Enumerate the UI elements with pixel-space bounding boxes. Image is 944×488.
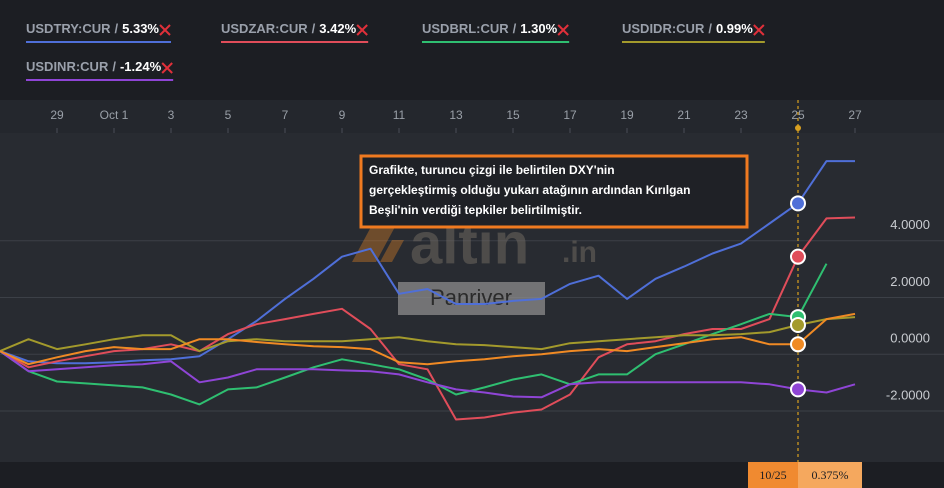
legend: USDTRY:CUR/5.33% USDZAR:CUR/3.42% USDBRL:C… xyxy=(26,21,765,81)
series-line xyxy=(0,316,856,353)
legend-change: 3.42% xyxy=(319,21,356,36)
x-tick-label: Oct 1 xyxy=(100,108,129,122)
legend-remove[interactable] xyxy=(159,24,171,36)
crosshair-date-box xyxy=(748,462,798,488)
crosshair-point xyxy=(790,248,806,265)
legend-item[interactable]: USDTRY:CUR /5.33% xyxy=(26,21,171,43)
x-tick-label: 5 xyxy=(225,108,232,122)
series-line xyxy=(0,350,856,399)
legend-text: USDZAR:CUR /3.42% xyxy=(221,21,357,36)
legend-remove[interactable] xyxy=(356,24,368,36)
legend-item[interactable]: USDINR:CUR / -1.24% xyxy=(26,59,174,81)
series-lines xyxy=(0,100,856,462)
y-tick-label: 2.0000 xyxy=(890,274,930,289)
annotation: Grafikte, turuncu çizgi ile belirtilen D… xyxy=(359,154,749,229)
crosshair-point xyxy=(790,317,806,334)
legend-item[interactable]: USDIDR:CUR/ 0.99% xyxy=(622,21,765,43)
series-line xyxy=(0,160,855,365)
legend-change: 1.30% xyxy=(520,21,557,36)
crosshair-point xyxy=(790,381,806,398)
grid: 4.0000 2.0000 0.0000 -2.0000 29 Oct 1 3 5 7 9 11 13… xyxy=(0,108,944,412)
annotation-line: Beşli'nin verdiği tepkiler belirtilmişti… xyxy=(369,203,582,217)
legend-remove[interactable] xyxy=(161,62,173,74)
legend-item[interactable]: USDZAR:CUR /3.42% xyxy=(221,21,369,43)
legend-remove[interactable] xyxy=(557,24,569,36)
watermark-suffix: .in xyxy=(562,236,597,269)
x-tick-label: 15 xyxy=(506,108,520,122)
watermark-caption-box xyxy=(398,282,545,315)
x-tick-label: 21 xyxy=(677,108,691,122)
x-axis-band xyxy=(0,100,944,133)
x-tick-label: 23 xyxy=(734,108,748,122)
crosshair-point xyxy=(790,336,806,353)
legend-name: USDIDR:CUR xyxy=(622,21,705,36)
watermark-logo xyxy=(352,225,404,262)
legend-change: -1.24% xyxy=(120,59,162,74)
crosshair-date: 10/25 xyxy=(759,468,786,482)
legend-text: USDBRL:CUR /1.30% xyxy=(422,21,558,36)
legend-item[interactable]: USDBRL:CUR /1.30% xyxy=(422,21,570,43)
legend-separator: / xyxy=(513,21,517,36)
x-tick-label: 27 xyxy=(848,108,862,122)
y-tick-label: -2.0000 xyxy=(886,387,930,402)
annotation-line: gerçekleştirmiş olduğu yukarı atağının a… xyxy=(369,183,690,197)
legend-name: USDBRL:CUR xyxy=(422,21,509,36)
legend-separator: / xyxy=(115,21,119,36)
series-line xyxy=(0,312,856,366)
legend-text: USDTRY:CUR /5.33% xyxy=(26,21,159,36)
legend-name: USDZAR:CUR xyxy=(221,21,308,36)
legend-name: USDTRY:CUR xyxy=(26,21,111,36)
x-tick-label: 25 xyxy=(791,108,805,122)
y-tick-label: 0.0000 xyxy=(890,331,930,346)
annotation-line: Grafikte, turuncu çizgi ile belirtilen D… xyxy=(369,163,615,177)
legend-separator: / xyxy=(708,21,712,36)
x-tick-label: 11 xyxy=(393,108,406,122)
x-tick-label: 19 xyxy=(620,108,634,122)
x-tick-label: 7 xyxy=(282,108,289,122)
x-tick-label: 17 xyxy=(563,108,577,122)
legend-background xyxy=(0,0,944,100)
annotation-box xyxy=(359,154,749,229)
x-tick-label: 3 xyxy=(168,108,175,122)
crosshair-value: 0.375% xyxy=(812,468,849,482)
legend-separator: / xyxy=(312,21,316,36)
crosshair-top-dot xyxy=(795,125,801,131)
legend-name: USDINR:CUR xyxy=(26,59,109,74)
legend-text: USDIDR:CUR/ 0.99% xyxy=(622,21,753,36)
y-tick-label: 4.0000 xyxy=(890,217,930,232)
legend-change: 0.99% xyxy=(716,21,753,36)
legend-text: USDINR:CUR / -1.24% xyxy=(26,59,162,74)
crosshair-value-box xyxy=(798,462,862,488)
legend-change: 5.33% xyxy=(122,21,159,36)
legend-separator: / xyxy=(112,59,116,74)
x-tick-label: 9 xyxy=(339,108,346,122)
x-tick-label: 29 xyxy=(50,108,64,122)
x-tick-label: 13 xyxy=(449,108,463,122)
crosshair-point xyxy=(790,195,806,212)
legend-remove[interactable] xyxy=(753,24,765,36)
